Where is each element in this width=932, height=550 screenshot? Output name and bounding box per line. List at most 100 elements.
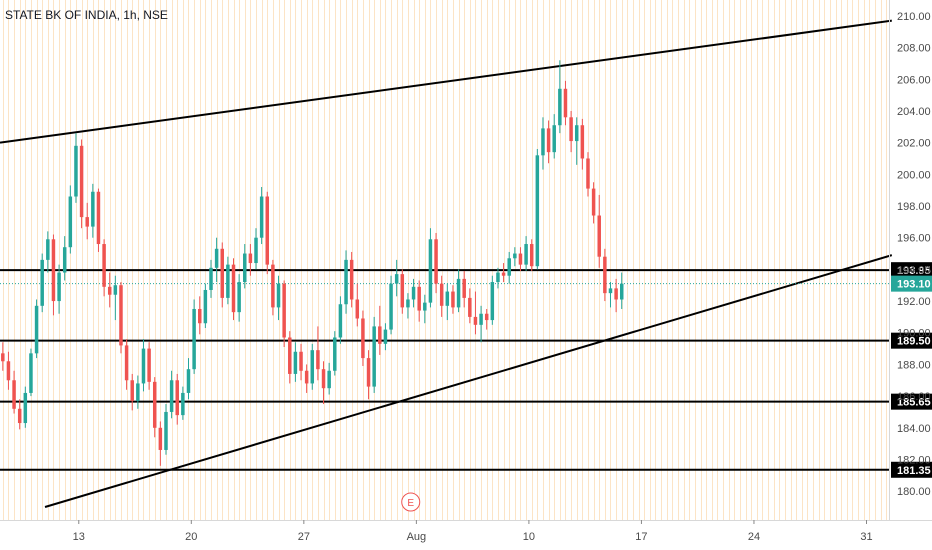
candle-body [535,155,540,267]
candle-body [79,145,84,218]
candle-body [158,427,163,450]
candle-body [558,88,562,126]
candle-body [254,237,258,264]
candle-body [507,258,511,276]
candle-body [333,337,337,371]
candle-body [462,278,466,298]
candle-body [91,191,95,227]
candle-body [12,380,16,409]
x-tick-label: Aug [407,531,427,543]
x-tick-label: 27 [298,531,310,543]
candle-body [203,289,208,324]
candle-body [107,286,112,295]
grid-lines [3,0,887,520]
candle-body [586,158,590,189]
y-tick-label: 182.00 [897,454,931,466]
event-marker [401,492,421,512]
y-tick-label: 184.00 [897,423,931,435]
candle-body [417,286,421,311]
time-axis[interactable]: 13 20 27 Aug 10 17 24 31 [0,520,932,543]
candle-body [175,380,179,416]
candle-body [23,392,28,424]
candle-body [1,353,5,362]
candle-body [113,285,118,295]
candle-body [524,244,528,265]
candle-body [209,267,213,290]
candle-body [136,383,140,401]
candle-body [580,125,585,159]
candle-body [141,348,146,384]
candle-body [349,259,354,300]
y-tick-label: 206.00 [897,74,931,86]
y-tick-label: 196.00 [897,233,931,245]
y-tick-label: 198.00 [897,201,931,213]
candle-body [383,329,388,344]
candle-body [513,253,517,259]
candle-body [164,411,168,450]
candle-body [372,326,376,387]
level-label-185.65: 185.65 [897,397,931,409]
candle-body [355,299,360,319]
y-tick-label: 202.00 [897,138,931,150]
candle-body [152,381,157,428]
trendline-upper-channel [0,19,892,144]
candle-body [226,264,230,298]
candle-body [46,239,50,260]
candle-body [541,128,545,156]
candle-body [310,350,315,384]
candle-body [40,259,44,306]
candle-body [243,253,247,283]
candle-body [192,308,196,370]
candle-body [130,380,134,401]
candle-body [501,272,506,276]
candle-body [181,392,185,416]
level-tag-185.65 [891,393,932,410]
candle-body [496,272,500,283]
candle-body [411,286,416,300]
candle-body [293,351,298,374]
x-tick-label: 31 [860,531,872,543]
x-tick-label: 17 [635,531,647,543]
candle-body [265,196,270,265]
candle-body [271,264,275,308]
level-label-193.95: 193.95 [897,265,931,277]
candle-body [74,145,78,197]
candle-body [603,256,607,294]
candle-body [400,274,405,308]
candle-body [456,278,461,308]
candle-body [68,196,73,248]
candle-body [327,370,331,389]
candle-body [518,253,523,265]
candle-body [574,125,579,142]
candle-body [439,283,444,306]
candle-body [119,285,123,346]
y-tick-label: 208.00 [897,43,931,55]
candle-body [282,283,286,338]
candle-body [147,348,151,382]
candle-body [304,370,309,384]
candle-body [423,302,427,311]
candle-body [288,337,292,374]
chart-title: STATE BK OF INDIA, 1h, NSE [5,8,168,22]
x-tick-label: 13 [73,531,85,543]
event-marker-label: E [407,498,414,509]
candle-body [259,196,264,238]
candle-body [276,283,281,308]
candle-body [479,313,483,325]
y-tick-label: 192.00 [897,296,931,308]
candle-body [473,316,478,325]
candle-body [428,239,433,303]
candle-body [451,291,455,308]
candle-body [406,299,410,308]
candle-body [366,358,371,387]
candle-body [394,274,399,284]
x-tick-label: 24 [748,531,760,543]
candle-body [569,117,573,142]
candle-body [248,253,253,264]
candle-body [338,304,343,338]
level-tag-189.50 [891,332,932,349]
trendline-lower-channel [44,254,893,508]
last-price-label: 193.10 [897,279,931,291]
